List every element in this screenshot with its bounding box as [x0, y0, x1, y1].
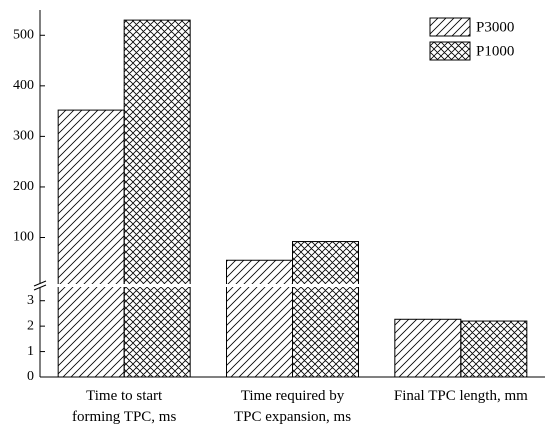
y-tick-label: 1 — [27, 344, 34, 359]
legend-swatch — [429, 41, 471, 61]
y-tick-label: 400 — [13, 78, 34, 93]
legend-label: P3000 — [476, 19, 514, 35]
y-tick-label: 0 — [27, 369, 34, 384]
y-tick-label: 2 — [27, 318, 34, 333]
y-tick-label: 200 — [13, 179, 34, 194]
bar — [123, 19, 191, 378]
bar — [57, 109, 125, 378]
axis-break-gap — [30, 284, 547, 287]
y-tick-label: 3 — [27, 293, 34, 308]
y-tick-label: 300 — [13, 129, 34, 144]
break-mark — [33, 280, 47, 287]
legend-swatch — [429, 17, 471, 37]
y-tick-label: 500 — [13, 27, 34, 42]
bar — [460, 320, 528, 378]
legend-label: P1000 — [476, 43, 514, 59]
bar — [226, 259, 293, 378]
x-tick-label: Time required by TPC expansion, ms — [233, 388, 352, 425]
y-tick-label: 100 — [13, 230, 34, 245]
bar — [394, 318, 462, 378]
break-mark — [33, 284, 47, 291]
bar — [292, 241, 359, 378]
x-tick-label: Time to start forming TPC, ms — [71, 388, 177, 425]
x-tick-label: Final TPC length, mm — [393, 388, 528, 404]
